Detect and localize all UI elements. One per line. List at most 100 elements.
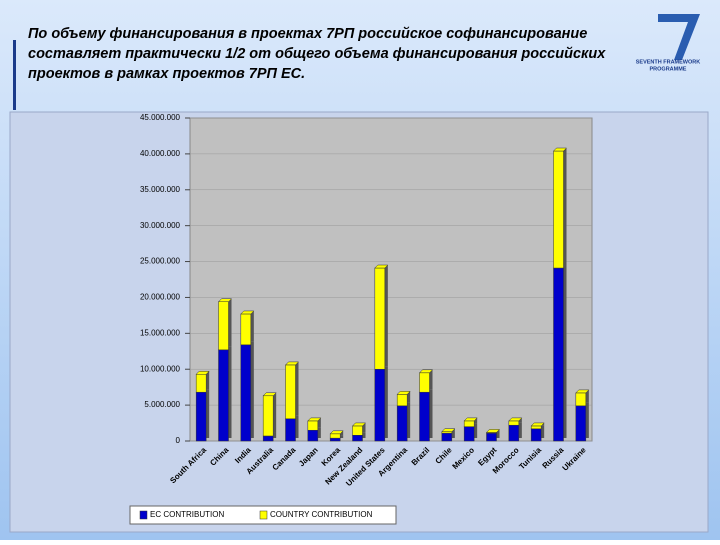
bar-side bbox=[518, 422, 522, 438]
logo: SEVENTH FRAMEWORK PROGRAMME bbox=[636, 14, 701, 72]
bar-side bbox=[585, 389, 589, 403]
bar-side bbox=[407, 402, 411, 438]
bar-segment bbox=[262, 395, 274, 437]
bar-top bbox=[240, 310, 255, 315]
y-tick-label: 35.000.000 bbox=[140, 185, 181, 194]
bar-top bbox=[284, 361, 300, 366]
bar-segment bbox=[285, 364, 296, 419]
y-tick-label: 45.000.000 bbox=[140, 113, 181, 122]
bar-top bbox=[441, 428, 456, 432]
bar-side bbox=[250, 341, 254, 438]
bar-top bbox=[195, 370, 210, 375]
bar-segment bbox=[441, 432, 453, 442]
bar-segment bbox=[575, 405, 587, 442]
bar-side bbox=[474, 423, 478, 438]
y-tick-label: 30.000.000 bbox=[140, 221, 181, 230]
bar-side bbox=[340, 430, 344, 436]
bar-top bbox=[418, 369, 434, 374]
legend-swatch bbox=[259, 510, 268, 520]
title-line: составляет практически 1/2 от общего объ… bbox=[28, 46, 606, 62]
legend-label: EC CONTRIBUTION bbox=[150, 510, 224, 519]
bar-side bbox=[451, 430, 455, 438]
bar-segment bbox=[262, 435, 274, 442]
accent-bar bbox=[13, 40, 16, 110]
y-tick-label: 15.000.000 bbox=[140, 328, 181, 337]
bar-top bbox=[374, 264, 389, 269]
bar-side bbox=[429, 369, 433, 390]
y-tick-label: 25.000.000 bbox=[140, 257, 181, 266]
bar-side bbox=[362, 432, 366, 438]
bar-side bbox=[295, 415, 299, 438]
bar-segment bbox=[374, 368, 386, 442]
title-line: По объему финансирования в проектах 7РП … bbox=[28, 26, 587, 42]
bar-side bbox=[362, 422, 366, 433]
bar-top bbox=[552, 147, 568, 152]
bar-side bbox=[585, 402, 589, 438]
bar-side bbox=[563, 148, 567, 266]
y-tick-label: 20.000.000 bbox=[140, 293, 181, 302]
bar-segment bbox=[508, 420, 520, 426]
bar-side bbox=[228, 346, 232, 438]
bar-side bbox=[273, 432, 277, 438]
bar-segment bbox=[240, 313, 252, 346]
bar-side bbox=[273, 392, 277, 433]
bar-top bbox=[575, 389, 590, 394]
bar-segment bbox=[307, 429, 319, 442]
bar-segment bbox=[553, 150, 564, 269]
bar-segment bbox=[374, 267, 386, 370]
bar-side bbox=[429, 389, 433, 438]
bar-side bbox=[496, 430, 500, 438]
bar-side bbox=[384, 366, 388, 438]
bar-segment bbox=[396, 405, 408, 442]
bar-segment bbox=[352, 425, 363, 436]
legend-swatch bbox=[139, 510, 148, 520]
bar-segment bbox=[240, 344, 252, 442]
bar-segment bbox=[285, 418, 296, 442]
bar-top bbox=[530, 422, 545, 427]
bar-top bbox=[396, 391, 411, 395]
bar-side bbox=[541, 425, 545, 438]
bar-side bbox=[206, 389, 210, 438]
logo-text: PROGRAMME bbox=[650, 66, 687, 72]
bar-side bbox=[340, 435, 344, 438]
bar-segment bbox=[530, 428, 542, 442]
bar-top bbox=[307, 417, 322, 422]
y-tick-label: 5.000.000 bbox=[144, 400, 180, 409]
bar-segment bbox=[463, 426, 475, 442]
bar-segment bbox=[553, 267, 564, 442]
bar-segment bbox=[329, 433, 341, 439]
bar-side bbox=[518, 417, 522, 423]
bar-segment bbox=[307, 420, 319, 431]
bar-segment bbox=[508, 424, 520, 442]
bar-top bbox=[329, 430, 344, 435]
bar-segment bbox=[575, 392, 587, 407]
bar-segment bbox=[463, 420, 475, 427]
bar-segment bbox=[419, 391, 430, 442]
bar-segment bbox=[530, 425, 542, 430]
bar-side bbox=[317, 417, 321, 428]
bar-side bbox=[407, 391, 411, 403]
bar-segment bbox=[486, 432, 497, 442]
bar-side bbox=[317, 427, 321, 438]
bar-top bbox=[508, 417, 523, 422]
logo-text: SEVENTH FRAMEWORK bbox=[636, 59, 701, 65]
bar-side bbox=[474, 417, 478, 424]
bar-top bbox=[262, 392, 277, 397]
logo-shape bbox=[658, 14, 700, 60]
y-tick-label: 0 bbox=[176, 436, 181, 445]
bar-segment bbox=[195, 373, 207, 393]
bar-segment bbox=[218, 301, 229, 351]
bar-side bbox=[228, 298, 232, 347]
y-tick-label: 40.000.000 bbox=[140, 149, 181, 158]
bar-segment bbox=[352, 435, 363, 442]
title-line: проектов в рамках проектов 7РП ЕС. bbox=[28, 66, 305, 82]
y-tick-label: 10.000.000 bbox=[140, 364, 181, 373]
bar-top bbox=[351, 422, 367, 427]
bar-top bbox=[217, 298, 233, 303]
bar-side bbox=[206, 371, 210, 390]
bar-segment bbox=[396, 394, 408, 407]
bar-segment bbox=[195, 391, 207, 442]
bar-segment bbox=[419, 372, 430, 393]
